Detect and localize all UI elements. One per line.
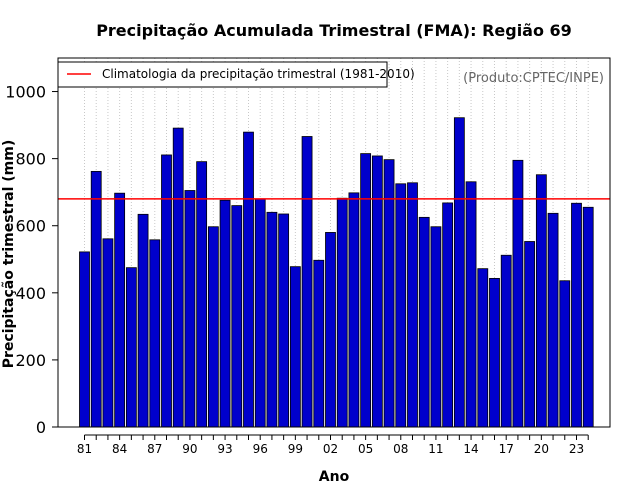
plot-frame <box>57 57 611 428</box>
bar-2023 <box>571 202 582 428</box>
bar-2002 <box>325 232 336 428</box>
bar-1990 <box>184 190 196 428</box>
bar-2017 <box>500 254 512 428</box>
bar-1985 <box>125 267 137 428</box>
x-tick-label: 93 <box>217 442 232 456</box>
bar-2008 <box>395 183 407 428</box>
x-tick-label: 02 <box>323 442 338 456</box>
bar-2014 <box>465 181 477 428</box>
x-tick-label: 17 <box>499 442 514 456</box>
bar-1988 <box>161 154 172 428</box>
y-tick-label: 800 <box>15 150 46 169</box>
x-tick-label: 90 <box>182 442 197 456</box>
x-tick-label: 99 <box>288 442 303 456</box>
x-tick-label: 23 <box>569 442 584 456</box>
bar-1998 <box>278 213 290 428</box>
bar-2022 <box>559 280 571 428</box>
bar-2018 <box>512 159 524 428</box>
y-tick-label: 200 <box>15 351 46 370</box>
bar-2020 <box>535 174 547 428</box>
credit-text: (Produto:CPTEC/INPE) <box>463 71 604 86</box>
bar-2000 <box>301 136 313 428</box>
bar-1993 <box>219 199 231 428</box>
y-axis-label: Precipitação trimestral (mm) <box>1 140 17 368</box>
bar-1982 <box>90 170 102 428</box>
bar-1994 <box>231 205 243 428</box>
bar-2003 <box>336 197 348 428</box>
bar-2001 <box>313 259 325 428</box>
bar-2019 <box>524 241 536 428</box>
bar-1997 <box>266 211 278 428</box>
bar-1992 <box>207 226 219 428</box>
x-axis: 81 84 87 90 93 96 99 02 05 08 11 14 17 20 23 <box>77 434 589 456</box>
bar-2024 <box>582 206 594 428</box>
bar-2021 <box>547 212 559 428</box>
x-axis-label: Ano <box>319 469 350 485</box>
x-tick-label: 08 <box>393 442 408 456</box>
bar-2012 <box>442 202 454 428</box>
bar-2015 <box>477 268 489 428</box>
x-tick-label: 20 <box>534 442 549 456</box>
bar-1981 <box>79 251 90 428</box>
legend-box <box>57 61 388 88</box>
y-tick-label: 400 <box>15 284 46 303</box>
bar-2013 <box>453 117 465 428</box>
bars-group <box>79 117 594 428</box>
chart-title: Precipitação Acumulada Trimestral (FMA):… <box>96 21 572 40</box>
bar-1995 <box>243 131 254 428</box>
bar-1987 <box>149 239 161 428</box>
bar-1986 <box>137 213 149 428</box>
legend: Climatologia da precipitação trimestral … <box>57 61 415 88</box>
bar-2011 <box>430 226 442 428</box>
bar-2016 <box>489 277 500 428</box>
x-tick-label: 84 <box>112 442 127 456</box>
y-tick-label: 600 <box>15 217 46 236</box>
bar-2009 <box>407 182 418 428</box>
bar-1996 <box>254 198 266 428</box>
bar-2006 <box>371 155 383 428</box>
bar-1983 <box>102 238 114 428</box>
x-tick-label: 81 <box>77 442 92 456</box>
bar-2005 <box>360 153 372 428</box>
legend-label: Climatologia da precipitação trimestral … <box>102 67 415 81</box>
x-tick-label: 14 <box>463 442 478 456</box>
bar-1999 <box>289 266 301 428</box>
x-tick-label: 11 <box>428 442 443 456</box>
x-tick-label: 87 <box>147 442 162 456</box>
bar-2007 <box>383 159 395 428</box>
bar-1984 <box>114 192 126 428</box>
bar-2010 <box>418 216 430 428</box>
bar-1991 <box>196 161 208 428</box>
bar-2004 <box>348 192 360 428</box>
y-tick-label: 1000 <box>5 83 46 102</box>
y-tick-label: 0 <box>36 418 46 437</box>
bar-1989 <box>172 127 184 428</box>
x-tick-label: 05 <box>358 442 373 456</box>
y-axis: 0 200 400 600 800 1000 <box>5 83 58 437</box>
x-tick-label: 96 <box>253 442 268 456</box>
